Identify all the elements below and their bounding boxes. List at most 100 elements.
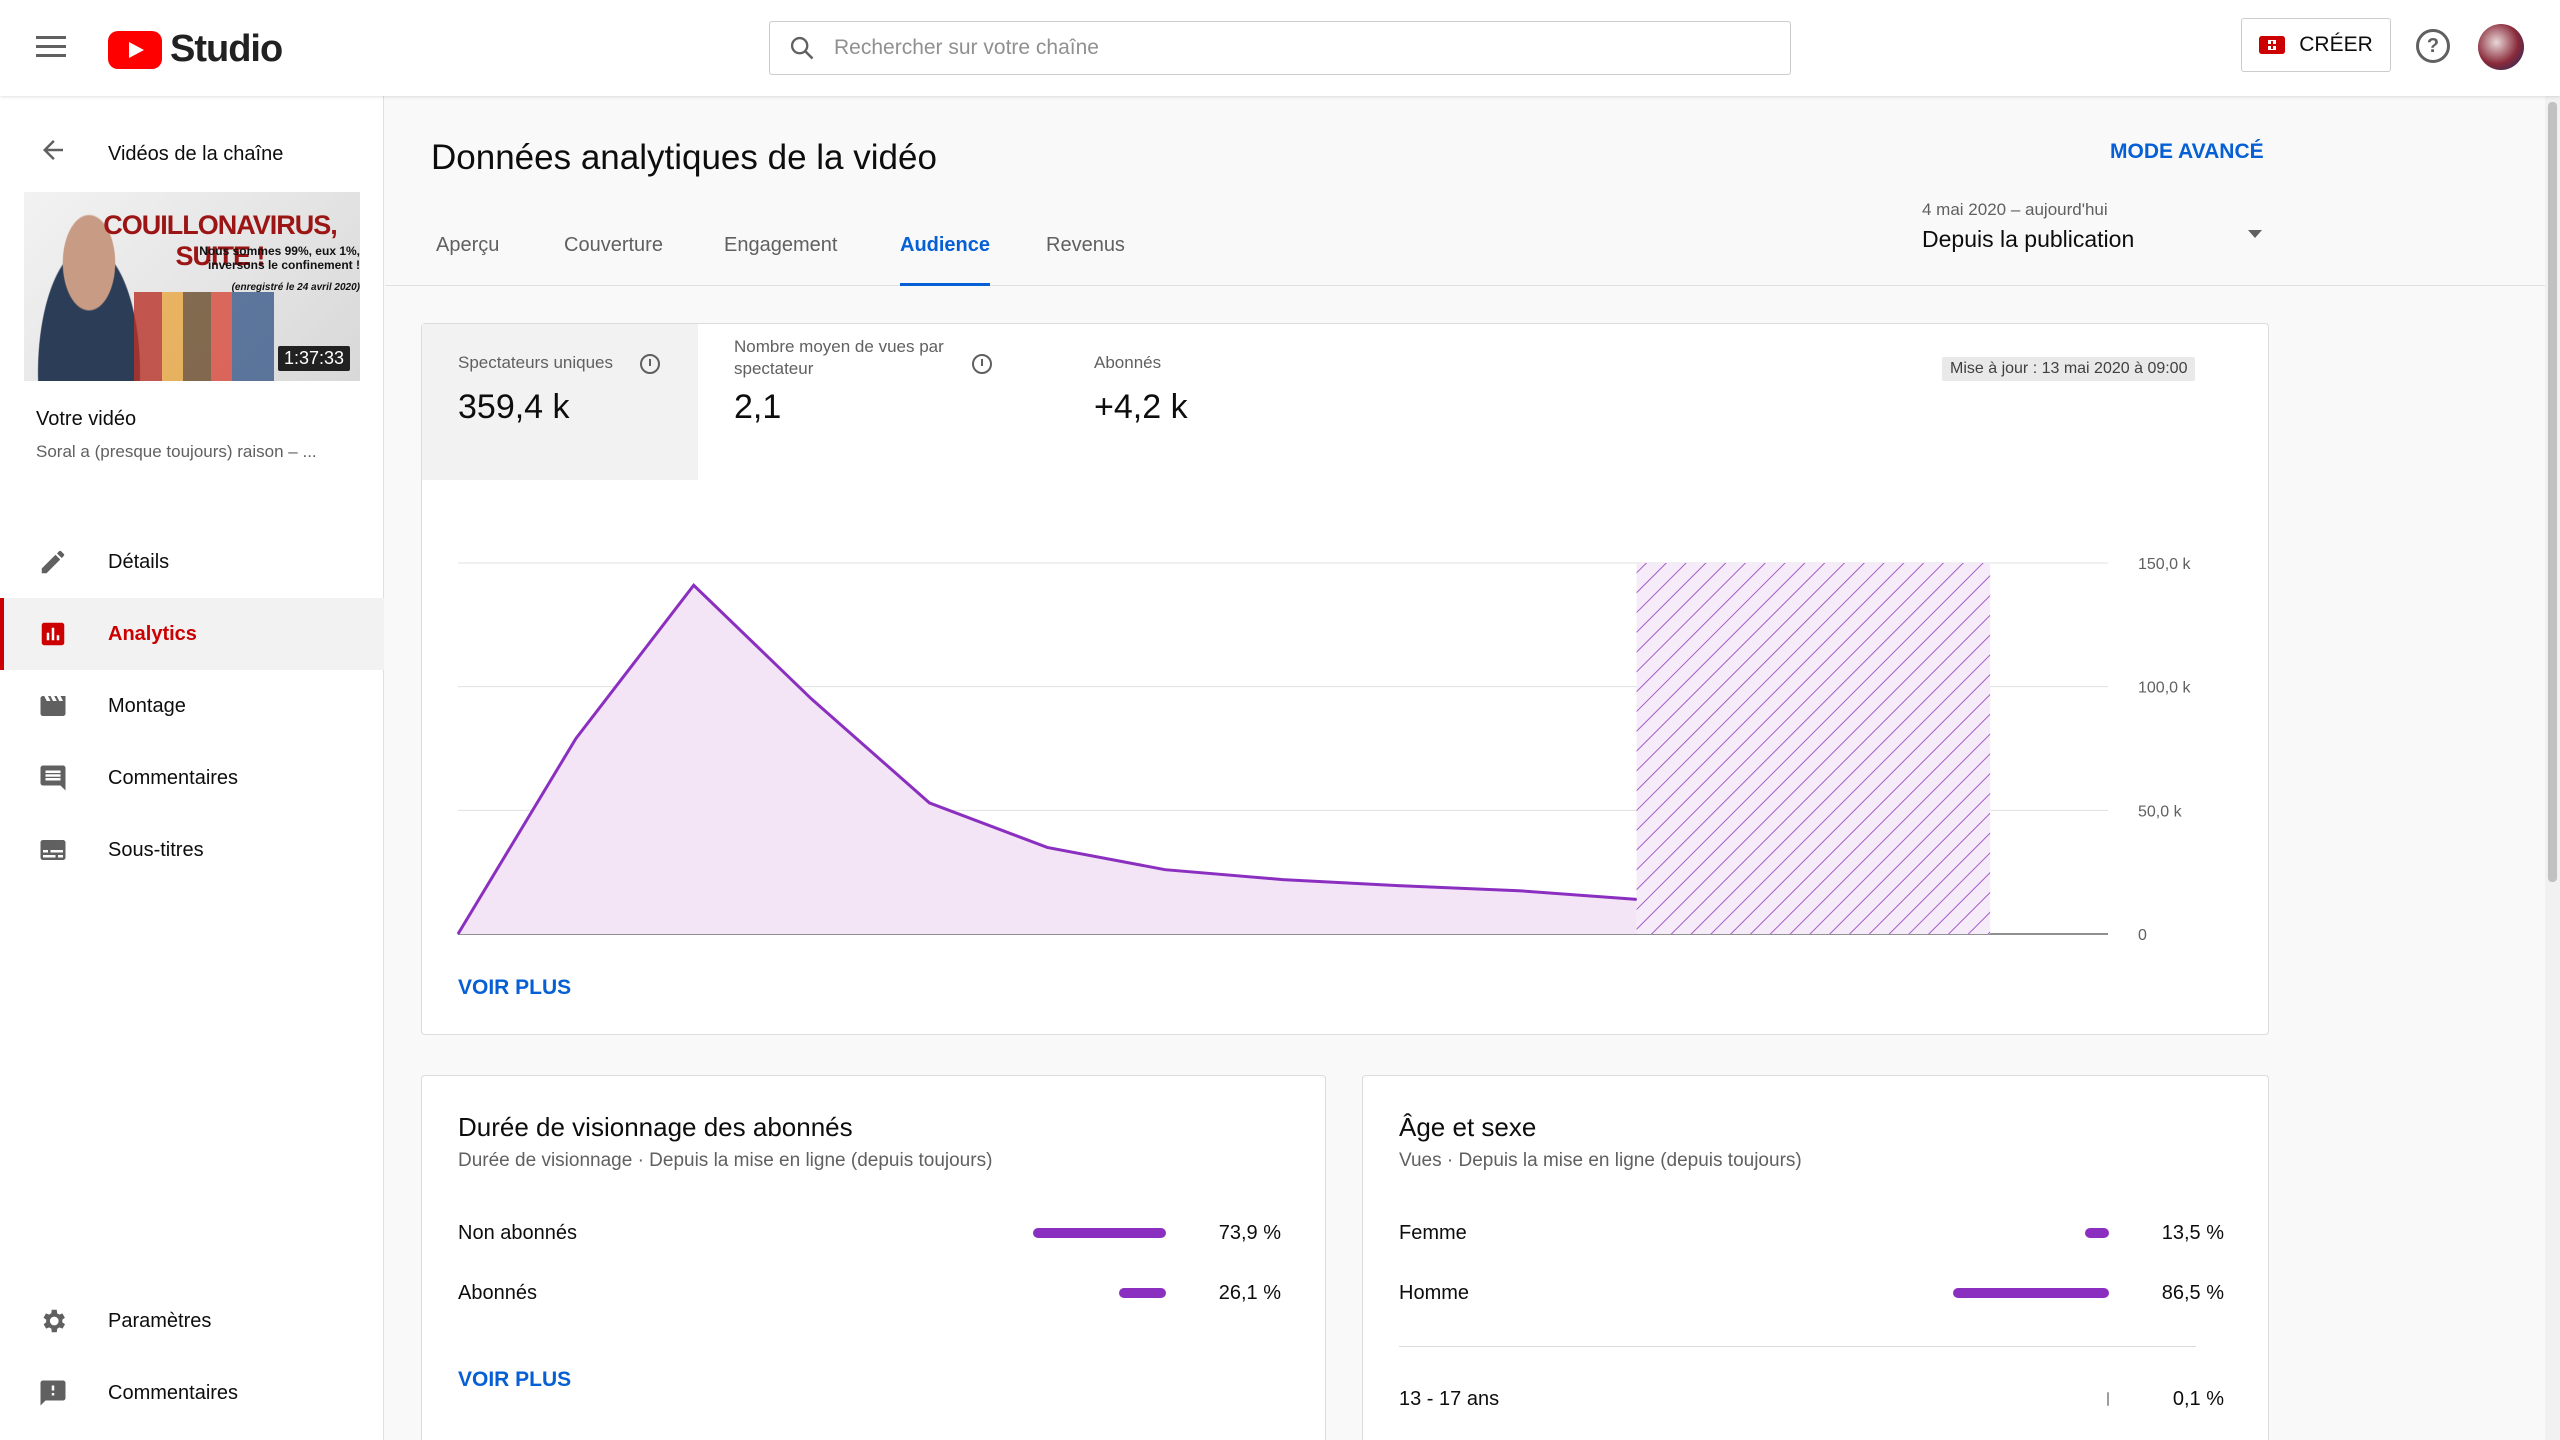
metric-label: Abonnés bbox=[1094, 353, 1162, 372]
subscriber-watch-row: Abonnés 26,1 % bbox=[458, 1280, 1281, 1310]
search-input[interactable] bbox=[834, 36, 1790, 60]
bar-track bbox=[986, 1228, 1166, 1238]
youtube-play-icon bbox=[108, 30, 162, 69]
video-duration: 1:37:33 bbox=[277, 346, 350, 371]
main-content: Données analytiques de la vidéo MODE AVA… bbox=[385, 96, 2545, 1440]
sidebar-item-analytics[interactable]: Analytics bbox=[0, 598, 384, 670]
top-bar: Studio CRÉER ? bbox=[0, 0, 2560, 96]
sidebar-item-label: Montage bbox=[108, 694, 186, 717]
pencil-icon bbox=[36, 545, 70, 579]
y-tick-label: 100,0 k bbox=[2138, 680, 2191, 697]
metric-avg-views-per-viewer[interactable]: Nombre moyen de vues par spectateur 2,1 bbox=[698, 324, 992, 480]
last-updated-badge: Mise à jour : 13 mai 2020 à 09:00 bbox=[1942, 357, 2196, 381]
comment-icon bbox=[36, 761, 70, 795]
row-label: Abonnés bbox=[458, 1282, 537, 1304]
help-icon[interactable]: ? bbox=[2416, 29, 2450, 63]
card-title: Âge et sexe bbox=[1399, 1112, 1537, 1142]
metric-unique-viewers[interactable]: Spectateurs uniques 359,4 k bbox=[422, 324, 698, 480]
analytics-icon bbox=[36, 617, 70, 651]
feedback-icon bbox=[36, 1376, 70, 1410]
metric-label: Nombre moyen de vues par spectateur bbox=[734, 337, 944, 378]
sidebar-item-subtitles[interactable]: Sous-titres bbox=[0, 814, 384, 886]
back-arrow-icon[interactable] bbox=[38, 135, 68, 173]
metric-subscribers[interactable]: Abonnés +4,2 k bbox=[1058, 324, 1334, 480]
search-icon[interactable] bbox=[770, 34, 834, 62]
data-point bbox=[1046, 846, 1048, 848]
series-area bbox=[458, 585, 1637, 934]
divider bbox=[1399, 1346, 2196, 1347]
row-value: 73,9 % bbox=[1218, 1222, 1281, 1244]
back-to-channel-videos[interactable]: Vidéos de la chaîne bbox=[0, 126, 384, 182]
date-range-text: 4 mai 2020 – aujourd'hui bbox=[1922, 200, 2108, 219]
studio-logo[interactable]: Studio bbox=[108, 28, 283, 71]
gender-row: Femme 13,5 % bbox=[1399, 1220, 2224, 1250]
sidebar-item-settings[interactable]: Paramètres bbox=[0, 1285, 384, 1357]
row-value: 0,1 % bbox=[2172, 1388, 2224, 1410]
analytics-tabs: Aperçu Couverture Engagement Audience Re… bbox=[385, 206, 2545, 286]
clapperboard-icon bbox=[36, 689, 70, 723]
tab-audience[interactable]: Audience bbox=[900, 234, 991, 286]
bar-track bbox=[986, 1288, 1166, 1298]
sidebar-item-label: Détails bbox=[108, 550, 170, 573]
clock-icon bbox=[972, 354, 992, 374]
bar-fill bbox=[2084, 1228, 2109, 1238]
row-label: Femme bbox=[1399, 1222, 1467, 1244]
chevron-down-icon bbox=[2248, 230, 2262, 238]
data-point bbox=[693, 584, 695, 586]
scrollbar[interactable] bbox=[2545, 96, 2560, 1440]
thumbnail-background bbox=[134, 292, 274, 381]
data-point bbox=[811, 698, 813, 700]
data-point bbox=[457, 933, 459, 935]
subscriber-watch-row: Non abonnés 73,9 % bbox=[458, 1220, 1281, 1250]
advanced-mode-button[interactable]: MODE AVANCÉ bbox=[2110, 140, 2264, 163]
video-title: Soral a (presque toujours) raison – ... bbox=[36, 442, 317, 461]
sidebar-item-details[interactable]: Détails bbox=[0, 526, 384, 598]
data-point bbox=[1282, 879, 1284, 881]
row-value: 86,5 % bbox=[2161, 1282, 2224, 1304]
metric-value: +4,2 k bbox=[1094, 388, 1188, 426]
tab-engagement[interactable]: Engagement bbox=[724, 234, 838, 256]
row-value: 13,5 % bbox=[2161, 1222, 2224, 1244]
tab-overview[interactable]: Aperçu bbox=[436, 234, 500, 256]
y-tick-label: 150,0 k bbox=[2138, 556, 2191, 573]
create-button[interactable]: CRÉER bbox=[2241, 18, 2391, 72]
create-button-label: CRÉER bbox=[2299, 33, 2373, 56]
y-tick-label: 50,0 k bbox=[2138, 803, 2183, 820]
date-range-picker[interactable]: 4 mai 2020 – aujourd'hui Depuis la publi… bbox=[1922, 200, 2262, 253]
age-row: 13 - 17 ans 0,1 % bbox=[1399, 1386, 2224, 1416]
thumbnail-recorded: (enregistré le 24 avril 2020) bbox=[231, 282, 360, 293]
video-thumbnail[interactable]: COUILLONAVIRUS, SUITE ! Nous sommes 99%,… bbox=[24, 192, 360, 381]
scrollbar-thumb[interactable] bbox=[2548, 102, 2557, 882]
bar-fill bbox=[1119, 1288, 1166, 1298]
card-subtitle: Durée de visionnage · Depuis la mise en … bbox=[458, 1150, 993, 1171]
subtitles-icon bbox=[36, 833, 70, 867]
y-tick-label: 0 bbox=[2138, 927, 2147, 940]
data-point bbox=[1636, 898, 1638, 900]
age-gender-card: Âge et sexe Vues · Depuis la mise en lig… bbox=[1362, 1075, 2269, 1440]
gender-row: Homme 86,5 % bbox=[1399, 1280, 2224, 1310]
search-box[interactable] bbox=[769, 21, 1791, 75]
sidebar: Vidéos de la chaîne COUILLONAVIRUS, SUIT… bbox=[0, 96, 384, 1440]
video-camera-icon bbox=[2259, 36, 2286, 54]
logo-text: Studio bbox=[170, 28, 283, 70]
thumbnail-title: COUILLONAVIRUS, SUITE ! bbox=[103, 210, 338, 271]
back-label: Vidéos de la chaîne bbox=[108, 142, 284, 165]
tab-reach[interactable]: Couverture bbox=[564, 234, 663, 256]
bar-fill bbox=[2107, 1392, 2109, 1406]
sidebar-item-comments[interactable]: Commentaires bbox=[0, 742, 384, 814]
avatar[interactable] bbox=[2478, 24, 2524, 70]
incomplete-data-region bbox=[1636, 563, 1991, 934]
clock-icon bbox=[640, 354, 660, 374]
subscriber-watch-time-card: Durée de visionnage des abonnés Durée de… bbox=[421, 1075, 1326, 1440]
hamburger-menu-icon[interactable] bbox=[36, 36, 66, 58]
sidebar-item-editor[interactable]: Montage bbox=[0, 670, 384, 742]
row-value: 26,1 % bbox=[1218, 1282, 1281, 1304]
row-label: 13 - 17 ans bbox=[1399, 1388, 1500, 1410]
see-more-link[interactable]: VOIR PLUS bbox=[458, 1368, 572, 1391]
card-subtitle: Vues · Depuis la mise en ligne (depuis t… bbox=[1399, 1150, 1802, 1171]
sidebar-item-label: Paramètres bbox=[108, 1309, 212, 1332]
see-more-link[interactable]: VOIR PLUS bbox=[458, 976, 572, 999]
sidebar-item-feedback[interactable]: Commentaires bbox=[0, 1357, 384, 1429]
tab-revenue[interactable]: Revenus bbox=[1046, 234, 1125, 256]
